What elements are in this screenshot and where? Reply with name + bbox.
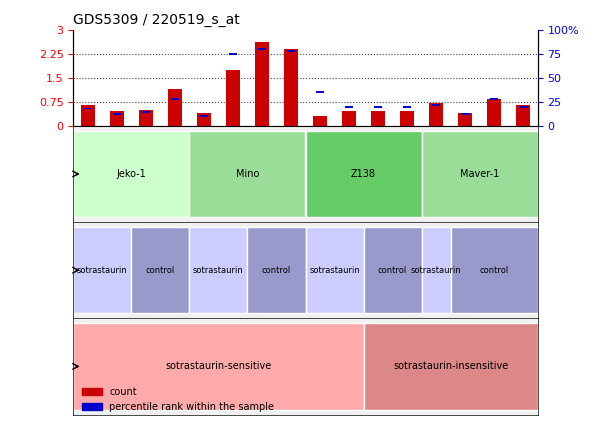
Bar (139, 110, 153, 126)
Bar (519, 106, 527, 107)
Bar (84, 107, 92, 110)
Bar (429, 103, 444, 126)
Text: control: control (146, 266, 175, 275)
Text: control: control (378, 266, 407, 275)
Bar (403, 106, 411, 107)
Bar (432, 104, 441, 106)
Bar (490, 98, 499, 100)
Bar (109, 111, 124, 126)
Bar (197, 113, 211, 126)
Text: Z138: Z138 (351, 169, 376, 179)
Bar (189, 131, 306, 217)
Bar (306, 131, 422, 217)
Bar (487, 99, 502, 126)
Bar (374, 106, 382, 107)
Legend: count, percentile rank within the sample: count, percentile rank within the sample (78, 383, 278, 416)
Bar (167, 89, 182, 126)
Text: control: control (480, 266, 509, 275)
Bar (81, 105, 95, 126)
Bar (225, 70, 240, 126)
Bar (364, 227, 422, 313)
Bar (287, 50, 295, 52)
Text: control: control (262, 266, 291, 275)
Text: sotrastaurin: sotrastaurin (193, 266, 244, 275)
Bar (342, 111, 356, 126)
Bar (73, 227, 131, 313)
Bar (422, 227, 450, 313)
Bar (316, 91, 324, 93)
Text: sotrastaurin: sotrastaurin (77, 266, 128, 275)
Bar (142, 111, 150, 113)
Text: Maver-1: Maver-1 (460, 169, 499, 179)
Bar (131, 227, 189, 313)
Bar (458, 113, 472, 126)
Bar (247, 227, 306, 313)
Text: sotrastaurin: sotrastaurin (411, 266, 461, 275)
Bar (284, 49, 298, 126)
Bar (400, 111, 414, 126)
Text: sotrastaurin: sotrastaurin (309, 266, 360, 275)
Text: GDS5309 / 220519_s_at: GDS5309 / 220519_s_at (73, 13, 240, 27)
Bar (345, 106, 353, 107)
Bar (313, 116, 327, 126)
Bar (306, 227, 364, 313)
Bar (258, 48, 266, 50)
Bar (364, 323, 538, 410)
Text: Mino: Mino (236, 169, 259, 179)
Bar (516, 105, 530, 126)
Bar (189, 227, 247, 313)
Bar (112, 113, 121, 115)
Bar (371, 111, 386, 126)
Bar (73, 131, 189, 217)
Bar (200, 115, 208, 117)
Text: sotrastaurin-insensitive: sotrastaurin-insensitive (393, 361, 508, 371)
Bar (450, 227, 538, 313)
Bar (422, 131, 538, 217)
Bar (255, 42, 269, 126)
Bar (461, 113, 469, 115)
Bar (73, 323, 364, 410)
Bar (229, 53, 237, 55)
Bar (170, 98, 179, 100)
Text: Jeko-1: Jeko-1 (117, 169, 146, 179)
Text: sotrastaurin-sensitive: sotrastaurin-sensitive (166, 361, 271, 371)
